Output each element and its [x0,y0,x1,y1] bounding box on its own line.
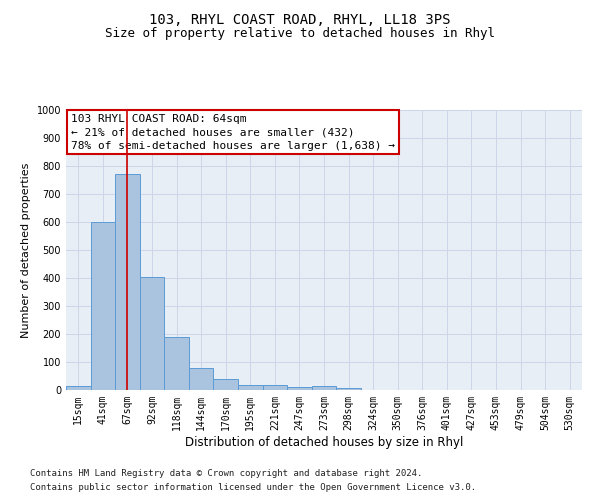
Text: Contains public sector information licensed under the Open Government Licence v3: Contains public sector information licen… [30,484,476,492]
Bar [91,222,115,390]
Bar [214,379,238,390]
Y-axis label: Number of detached properties: Number of detached properties [21,162,31,338]
Bar [140,276,164,390]
Bar [66,386,91,390]
Text: Contains HM Land Registry data © Crown copyright and database right 2024.: Contains HM Land Registry data © Crown c… [30,468,422,477]
Bar [238,385,263,390]
Bar [263,385,287,390]
Bar [115,174,140,390]
Bar [312,386,336,390]
Bar [189,368,214,390]
X-axis label: Distribution of detached houses by size in Rhyl: Distribution of detached houses by size … [185,436,463,448]
Bar [164,337,189,390]
Text: 103 RHYL COAST ROAD: 64sqm
← 21% of detached houses are smaller (432)
78% of sem: 103 RHYL COAST ROAD: 64sqm ← 21% of deta… [71,114,395,150]
Bar [287,387,312,390]
Text: 103, RHYL COAST ROAD, RHYL, LL18 3PS: 103, RHYL COAST ROAD, RHYL, LL18 3PS [149,12,451,26]
Bar [336,388,361,390]
Text: Size of property relative to detached houses in Rhyl: Size of property relative to detached ho… [105,28,495,40]
